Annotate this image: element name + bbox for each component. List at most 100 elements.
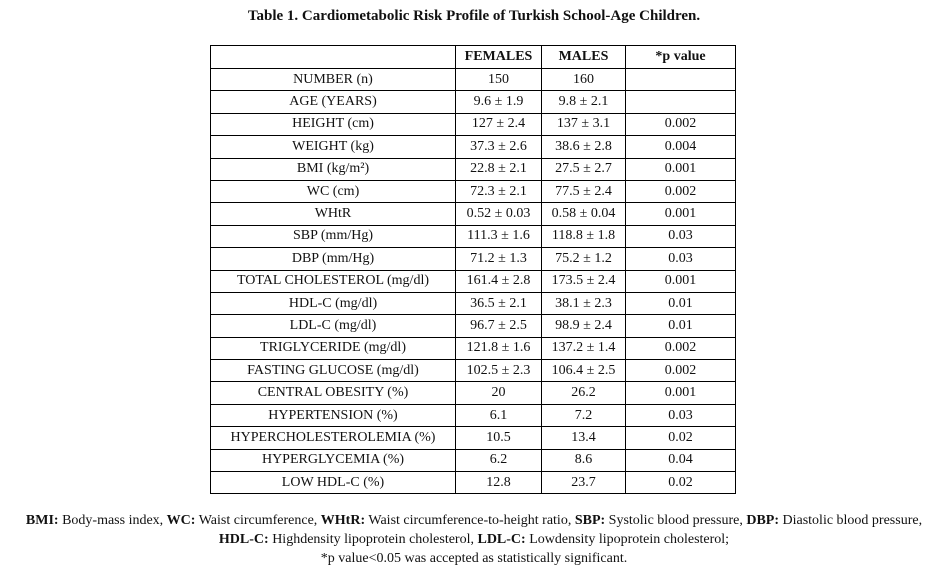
- footnote-abbreviation: LDL-C:: [477, 532, 526, 547]
- table-cell-p-value: 0.001: [625, 157, 736, 181]
- table-cell-males-value: 9.8 ± 2.1: [541, 90, 626, 114]
- table-cell-row-label: CENTRAL OBESITY (%): [210, 381, 456, 405]
- table-cell-p-value: 0.001: [625, 269, 736, 293]
- table-cell-females-value: 36.5 ± 2.1: [455, 291, 542, 316]
- risk-profile-table: FEMALES MALES *p value NUMBER (n) 150 160 A…: [210, 45, 736, 495]
- table-row: SBP (mm/Hg) 111.3 ± 1.6 118.8 ± 1.8 0.03: [210, 224, 736, 249]
- table-cell-females-value: 6.2: [455, 448, 542, 473]
- table-cell-females-value: 9.6 ± 1.9: [455, 90, 542, 114]
- table-cell-p-value: 0.004: [625, 135, 736, 159]
- table-cell-males-value: 26.2: [541, 381, 626, 405]
- table-row: WEIGHT (kg) 37.3 ± 2.6 38.6 ± 2.8 0.004: [210, 135, 736, 159]
- table-title: Table 1. Cardiometabolic Risk Profile of…: [247, 8, 701, 24]
- table-cell-p-value: 0.03: [625, 247, 736, 271]
- table-row: HDL-C (mg/dl) 36.5 ± 2.1 38.1 ± 2.3 0.01: [210, 291, 736, 316]
- header-cell-females: FEMALES: [455, 45, 542, 69]
- table-row: WHtR 0.52 ± 0.03 0.58 ± 0.04 0.001: [210, 202, 736, 226]
- footnote-definition: Body-mass index,: [58, 513, 167, 528]
- table-cell-males-value: 173.5 ± 2.4: [541, 269, 626, 293]
- table-cell-row-label: NUMBER (n): [210, 67, 456, 92]
- table-cell-p-value: 0.002: [625, 336, 736, 361]
- table-cell-females-value: 22.8 ± 2.1: [455, 157, 542, 181]
- table-cell-females-value: 12.8: [455, 471, 542, 495]
- table-cell-p-value: 0.01: [625, 314, 736, 338]
- footnote-definition: Lowdensity lipoprotein cholesterol;: [525, 532, 730, 547]
- footnote-abbreviation: DBP:: [746, 513, 779, 528]
- table-row: AGE (YEARS) 9.6 ± 1.9 9.8 ± 2.1: [210, 90, 736, 114]
- footnote-significance: *p value<0.05 was accepted as statistica…: [320, 551, 628, 566]
- table-cell-males-value: 0.58 ± 0.04: [541, 202, 626, 226]
- footnote-abbreviation: SBP:: [574, 513, 606, 528]
- table-cell-males-value: 137.2 ± 1.4: [541, 336, 626, 361]
- table-cell-row-label: LOW HDL-C (%): [210, 471, 456, 495]
- table-row: FASTING GLUCOSE (mg/dl) 102.5 ± 2.3 106.4 …: [210, 359, 736, 383]
- table-cell-row-label: FASTING GLUCOSE (mg/dl): [210, 359, 456, 383]
- table-cell-p-value: 0.04: [625, 448, 736, 473]
- table-cell-females-value: 20: [455, 381, 542, 405]
- table-cell-females-value: 10.5: [455, 426, 542, 450]
- table-row: LOW HDL-C (%) 12.8 23.7 0.02: [210, 471, 736, 495]
- table-cell-p-value: 0.002: [625, 359, 736, 383]
- table-body: NUMBER (n) 150 160 AGE (YEARS) 9.6 ± 1.9 9.8 …: [210, 67, 736, 495]
- table-cell-row-label: SBP (mm/Hg): [210, 224, 456, 249]
- table-row: WC (cm) 72.3 ± 2.1 77.5 ± 2.4 0.002: [210, 179, 736, 204]
- table-row: NUMBER (n) 150 160: [210, 67, 736, 92]
- table-cell-row-label: WHtR: [210, 202, 456, 226]
- footnote-abbreviation: WC:: [166, 513, 196, 528]
- table-cell-row-label: AGE (YEARS): [210, 90, 456, 114]
- table-row: HYPERGLYCEMIA (%) 6.2 8.6 0.04: [210, 448, 736, 473]
- table-cell-p-value: [625, 67, 736, 92]
- table-cell-p-value: 0.03: [625, 403, 736, 428]
- footnotes: BMI: Body-mass index, WC: Waist circumfe…: [0, 511, 948, 568]
- table-cell-p-value: 0.01: [625, 291, 736, 316]
- table-cell-p-value: 0.03: [625, 224, 736, 249]
- table-row: TOTAL CHOLESTEROL (mg/dl) 161.4 ± 2.8 173.…: [210, 269, 736, 293]
- table-cell-row-label: WC (cm): [210, 179, 456, 204]
- table-cell-row-label: TRIGLYCERIDE (mg/dl): [210, 336, 456, 361]
- table-cell-females-value: 161.4 ± 2.8: [455, 269, 542, 293]
- footnote-abbreviation: HDL-C:: [218, 532, 269, 547]
- table-cell-females-value: 121.8 ± 1.6: [455, 336, 542, 361]
- table-cell-males-value: 75.2 ± 1.2: [541, 247, 626, 271]
- table-cell-females-value: 150: [455, 67, 542, 92]
- table-row: LDL-C (mg/dl) 96.7 ± 2.5 98.9 ± 2.4 0.01: [210, 314, 736, 338]
- table-cell-males-value: 38.6 ± 2.8: [541, 135, 626, 159]
- table-cell-row-label: HYPERTENSION (%): [210, 403, 456, 428]
- table-cell-males-value: 8.6: [541, 448, 626, 473]
- table-cell-females-value: 72.3 ± 2.1: [455, 179, 542, 204]
- table-cell-males-value: 13.4: [541, 426, 626, 450]
- table-cell-row-label: HYPERCHOLESTEROLEMIA (%): [210, 426, 456, 450]
- table-cell-females-value: 102.5 ± 2.3: [455, 359, 542, 383]
- table-cell-row-label: TOTAL CHOLESTEROL (mg/dl): [210, 269, 456, 293]
- header-cell-males: MALES: [541, 45, 626, 69]
- table-cell-females-value: 111.3 ± 1.6: [455, 224, 542, 249]
- footnote-definition: Diastolic blood pressure,: [779, 513, 923, 528]
- table-cell-females-value: 71.2 ± 1.3: [455, 247, 542, 271]
- footnote-abbreviation: BMI:: [25, 513, 59, 528]
- table-cell-males-value: 98.9 ± 2.4: [541, 314, 626, 338]
- table-cell-row-label: WEIGHT (kg): [210, 135, 456, 159]
- header-row: FEMALES MALES *p value: [210, 45, 736, 69]
- table-cell-males-value: 27.5 ± 2.7: [541, 157, 626, 181]
- footnote-definition: Waist circumference,: [195, 513, 321, 528]
- table-cell-row-label: HDL-C (mg/dl): [210, 291, 456, 316]
- footnote-definition: Highdensity lipoprotein cholesterol,: [268, 532, 478, 547]
- table-cell-row-label: HYPERGLYCEMIA (%): [210, 448, 456, 473]
- table-cell-males-value: 106.4 ± 2.5: [541, 359, 626, 383]
- table-row: BMI (kg/m²) 22.8 ± 2.1 27.5 ± 2.7 0.001: [210, 157, 736, 181]
- table-cell-row-label: HEIGHT (cm): [210, 112, 456, 137]
- table-cell-p-value: 0.001: [625, 202, 736, 226]
- table-cell-p-value: 0.002: [625, 112, 736, 137]
- table-row: HYPERCHOLESTEROLEMIA (%) 10.5 13.4 0.02: [210, 426, 736, 450]
- table-cell-row-label: BMI (kg/m²): [210, 157, 456, 181]
- table-cell-males-value: 38.1 ± 2.3: [541, 291, 626, 316]
- table-cell-females-value: 37.3 ± 2.6: [455, 135, 542, 159]
- table-cell-p-value: 0.002: [625, 179, 736, 204]
- footnote-definition: Systolic blood pressure,: [605, 513, 747, 528]
- table-row: DBP (mm/Hg) 71.2 ± 1.3 75.2 ± 1.2 0.03: [210, 247, 736, 271]
- table-cell-females-value: 0.52 ± 0.03: [455, 202, 542, 226]
- table-cell-row-label: DBP (mm/Hg): [210, 247, 456, 271]
- footnote-abbreviations-line-1: BMI: Body-mass index, WC: Waist circumfe…: [0, 511, 948, 530]
- footnote-abbreviation: WHtR:: [320, 513, 366, 528]
- table-cell-males-value: 118.8 ± 1.8: [541, 224, 626, 249]
